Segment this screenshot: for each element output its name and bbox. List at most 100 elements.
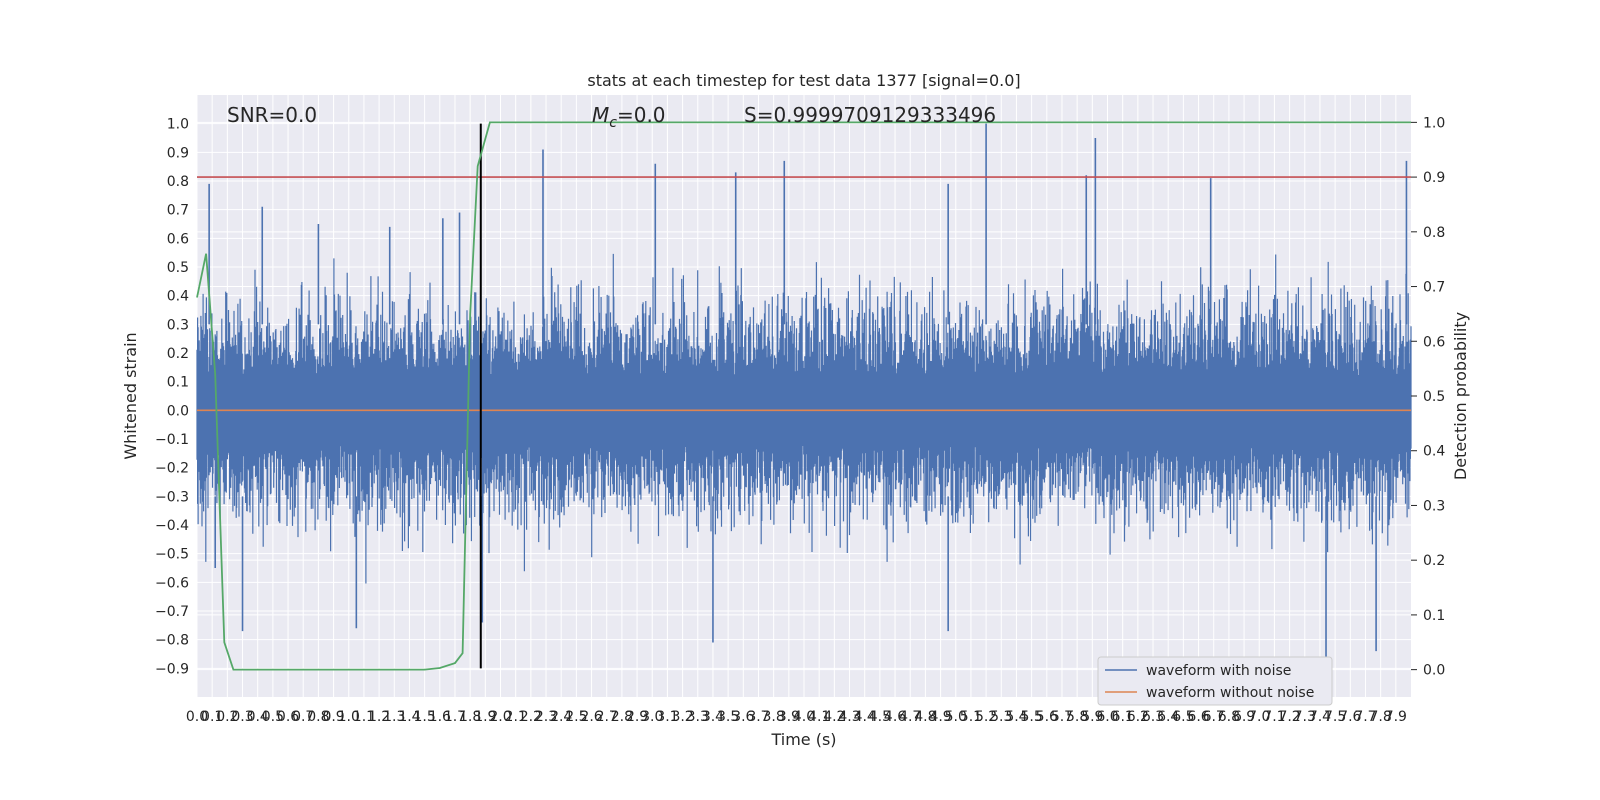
- x-tick-label: 0.9: [322, 709, 344, 725]
- x-tick-label: 1.9: [474, 709, 496, 725]
- y-tick-label-left: 0.5: [167, 260, 189, 276]
- x-tick-label: 3.3: [687, 709, 709, 725]
- x-tick-label: 3.9: [778, 709, 800, 725]
- x-tick-label: 3.2: [671, 709, 693, 725]
- x-tick-label: 5.5: [1020, 709, 1042, 725]
- y-tick-label-right: 0.2: [1423, 553, 1445, 569]
- x-tick-label: 3.8: [763, 709, 785, 725]
- x-tick-label: 7.0: [1248, 709, 1270, 725]
- x-tick-label: 0.7: [292, 709, 314, 725]
- x-tick-label: 2.1: [505, 709, 527, 725]
- x-tick-label: 2.4: [550, 709, 572, 725]
- x-tick-label: 2.8: [611, 709, 633, 725]
- x-tick-label: 4.9: [929, 709, 951, 725]
- x-tick-label: 7.6: [1339, 709, 1361, 725]
- x-tick-label: 1.3: [383, 709, 405, 725]
- y-tick-label-left: −0.6: [155, 575, 189, 591]
- legend-box: [1097, 656, 1333, 706]
- x-tick-label: 4.7: [899, 709, 921, 725]
- x-tick-label: 5.1: [960, 709, 982, 725]
- y-tick-label-right: 0.6: [1423, 334, 1445, 350]
- x-tick-label: 4.0: [793, 709, 815, 725]
- y-tick-label-left: −0.1: [155, 432, 189, 448]
- legend-label-clean: waveform without noise: [1146, 685, 1314, 701]
- x-tick-label: 4.2: [823, 709, 845, 725]
- y-tick-label-left: −0.2: [155, 461, 189, 477]
- x-tick-label: 1.2: [368, 709, 390, 725]
- x-tick-label: 4.1: [808, 709, 830, 725]
- legend-label-noise: waveform with noise: [1146, 663, 1291, 679]
- y-tick-label-left: 0.2: [167, 346, 189, 362]
- y-tick-label-right: 0.4: [1423, 444, 1445, 460]
- x-tick-label: 3.0: [641, 709, 663, 725]
- y-tick-label-left: 0.9: [167, 145, 189, 161]
- x-tick-label: 5.2: [975, 709, 997, 725]
- y-tick-label-left: 0.1: [167, 375, 189, 391]
- x-tick-label: 6.4: [1157, 709, 1179, 725]
- y-tick-label-left: −0.8: [155, 633, 189, 649]
- y-tick-label-left: 1.0: [167, 117, 189, 133]
- x-tick-label: 5.7: [1051, 709, 1073, 725]
- x-tick-label: 6.5: [1172, 709, 1194, 725]
- x-tick-label: 2.3: [535, 709, 557, 725]
- y-tick-label-left: −0.9: [155, 661, 189, 677]
- x-tick-label: 3.7: [747, 709, 769, 725]
- x-tick-label: 1.1: [353, 709, 375, 725]
- y-tick-label-left: 0.3: [167, 317, 189, 333]
- x-tick-label: 4.5: [869, 709, 891, 725]
- x-tick-label: 0.1: [201, 709, 223, 725]
- score-annotation: S=0.9999709129333496: [744, 103, 996, 127]
- x-tick-label: 7.5: [1324, 709, 1346, 725]
- x-tick-label: 3.4: [702, 709, 724, 725]
- x-tick-label: 6.9: [1233, 709, 1255, 725]
- x-tick-label: 4.3: [838, 709, 860, 725]
- x-tick-label: 0.2: [216, 709, 238, 725]
- y-tick-label-left: 0.7: [167, 203, 189, 219]
- x-tick-label: 5.4: [1005, 709, 1027, 725]
- y-tick-label-left: 0.8: [167, 174, 189, 190]
- y-tick-label-left: −0.3: [155, 489, 189, 505]
- x-tick-label: 5.0: [945, 709, 967, 725]
- x-tick-label: 7.9: [1385, 709, 1407, 725]
- chirp-mass-value: =0.0: [617, 103, 666, 127]
- x-tick-label: 0.5: [262, 709, 284, 725]
- x-tick-label: 6.8: [1218, 709, 1240, 725]
- y-tick-label-left: 0.4: [167, 289, 189, 305]
- x-tick-label: 7.2: [1278, 709, 1300, 725]
- x-tick-label: 1.8: [459, 709, 481, 725]
- x-tick-label: 7.1: [1263, 709, 1285, 725]
- x-tick-label: 2.7: [596, 709, 618, 725]
- tick-labels: 0.00.10.20.30.40.50.60.70.80.91.01.11.21…: [155, 115, 1445, 725]
- y-tick-label-right: 0.5: [1423, 389, 1445, 405]
- chart-title: stats at each timestep for test data 137…: [587, 71, 1020, 90]
- x-tick-label: 3.5: [717, 709, 739, 725]
- x-tick-label: 4.6: [884, 709, 906, 725]
- x-tick-label: 0.8: [307, 709, 329, 725]
- y-axis-title-left: Whitened strain: [121, 332, 140, 459]
- x-tick-label: 1.0: [338, 709, 360, 725]
- x-tick-label: 7.3: [1294, 709, 1316, 725]
- y-tick-label-left: −0.5: [155, 547, 189, 563]
- x-tick-label: 4.8: [914, 709, 936, 725]
- y-tick-label-left: 0.0: [167, 403, 189, 419]
- x-tick-label: 2.2: [520, 709, 542, 725]
- y-tick-label-right: 1.0: [1423, 115, 1445, 131]
- x-tick-label: 1.6: [429, 709, 451, 725]
- x-tick-label: 0.0: [186, 709, 208, 725]
- x-tick-label: 0.3: [231, 709, 253, 725]
- x-tick-label: 2.0: [489, 709, 511, 725]
- x-tick-label: 4.4: [854, 709, 876, 725]
- x-tick-label: 2.9: [626, 709, 648, 725]
- x-tick-label: 5.8: [1066, 709, 1088, 725]
- x-tick-label: 0.4: [247, 709, 269, 725]
- y-tick-label-left: −0.7: [155, 604, 189, 620]
- y-axis-title-right: Detection probability: [1451, 312, 1470, 480]
- x-tick-label: 3.1: [656, 709, 678, 725]
- x-tick-label: 5.3: [990, 709, 1012, 725]
- y-tick-label-right: 0.7: [1423, 280, 1445, 296]
- x-tick-label: 7.8: [1370, 709, 1392, 725]
- y-tick-label-left: 0.6: [167, 231, 189, 247]
- x-tick-label: 7.7: [1354, 709, 1376, 725]
- x-tick-label: 6.0: [1096, 709, 1118, 725]
